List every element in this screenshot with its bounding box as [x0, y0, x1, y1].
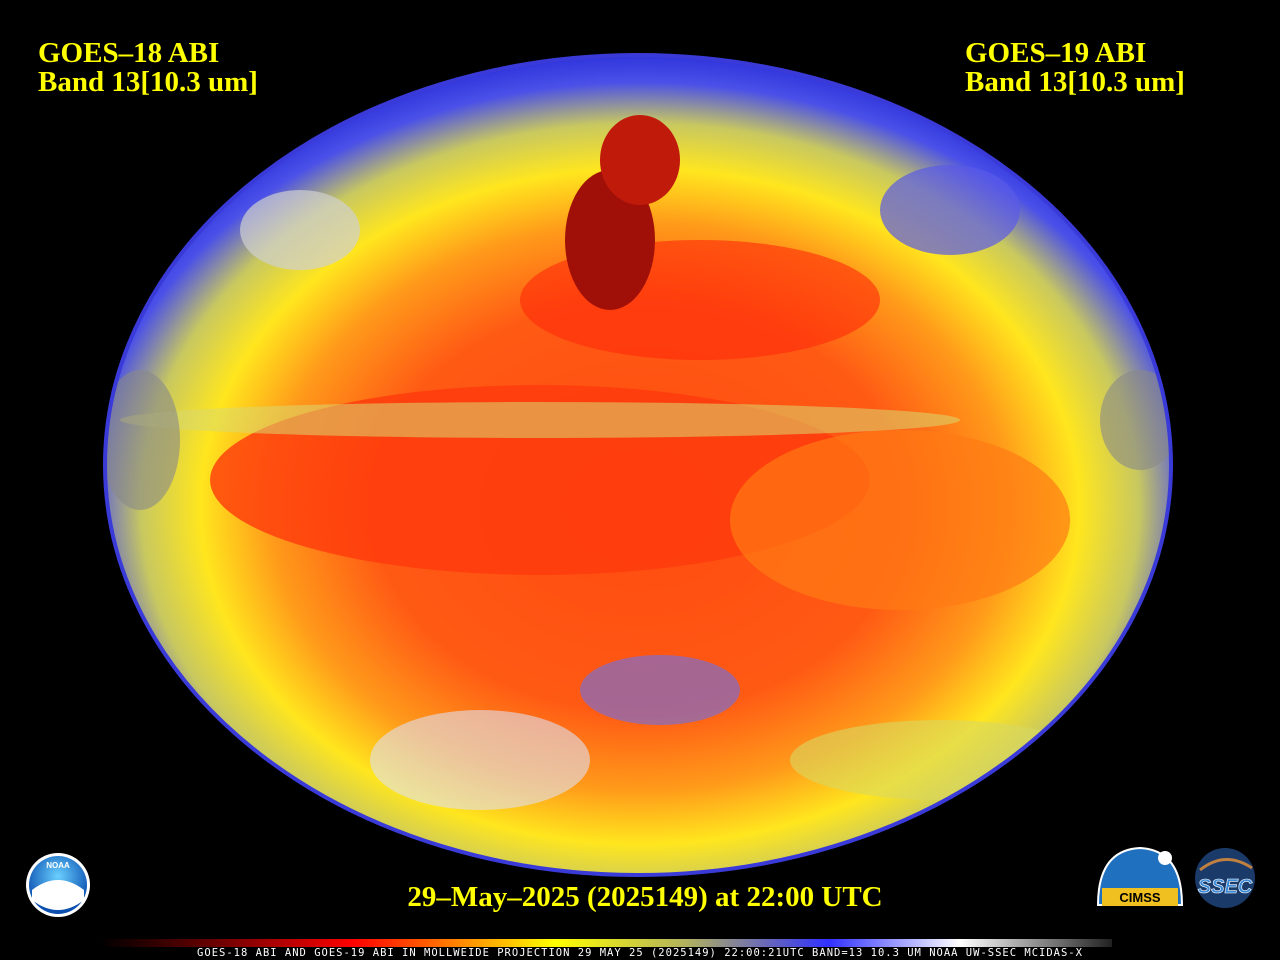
timestamp: 29–May–2025 (2025149) at 22:00 UTC [407, 881, 882, 913]
right-satellite: GOES–19 ABI [965, 37, 1146, 69]
cimss-logo: CIMSS [1096, 846, 1184, 906]
globe-edge [103, 53, 1173, 877]
ssec-logo: SSEC [1195, 848, 1255, 908]
cimss-text: CIMSS [1119, 890, 1161, 905]
globe [105, 55, 1171, 875]
left-band: Band 13[10.3 um] [38, 66, 258, 98]
ssec-text: SSEC [1198, 876, 1253, 898]
noaa-text: NOAA [46, 861, 70, 870]
right-band: Band 13[10.3 um] [965, 66, 1185, 98]
noaa-logo: NOAA [26, 853, 90, 917]
color-bar [100, 939, 1112, 947]
left-satellite: GOES–18 ABI [38, 37, 219, 69]
caption: GOES-18 ABI AND GOES-19 ABI IN MOLLWEIDE… [197, 947, 1083, 959]
